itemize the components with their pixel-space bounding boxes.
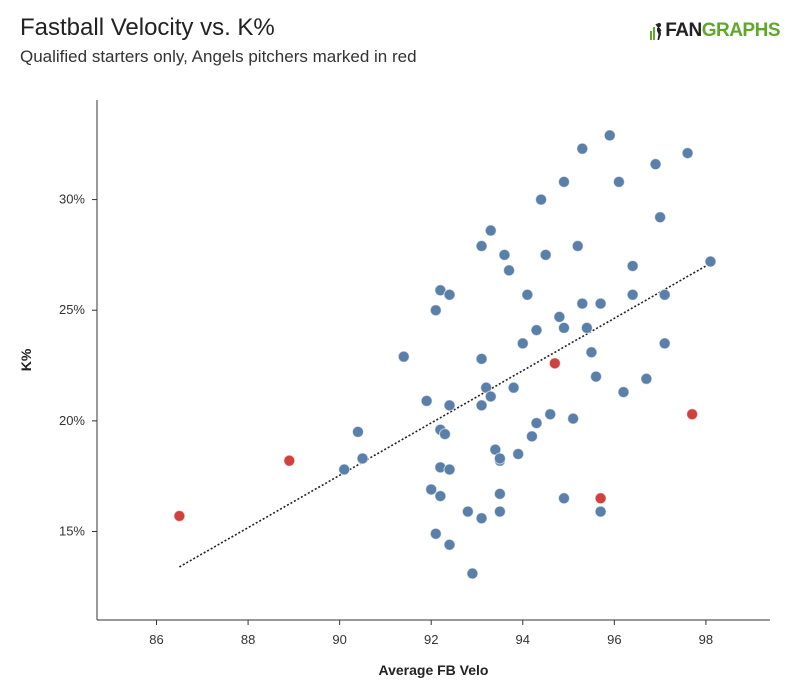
scatter-point (626, 288, 639, 301)
scatter-point (507, 381, 520, 394)
scatter-point (544, 408, 557, 421)
scatter-point (530, 324, 543, 337)
scatter-point (493, 505, 506, 518)
scatter-point (590, 370, 603, 383)
scatter-point (425, 483, 438, 496)
x-tick-label: 96 (607, 632, 621, 647)
y-axis-title: K% (18, 348, 34, 371)
scatter-point (594, 505, 607, 518)
scatter-point (530, 417, 543, 430)
scatter-point (626, 259, 639, 272)
scatter-point (484, 390, 497, 403)
scatter-point (553, 310, 566, 323)
scatter-point (429, 304, 442, 317)
scatter-point (603, 129, 616, 142)
batter-icon (650, 23, 662, 40)
angels-scatter-point (686, 408, 699, 421)
scatter-point (475, 240, 488, 253)
scatter-point (351, 425, 364, 438)
scatter-point (557, 175, 570, 188)
angels-scatter-point (548, 357, 561, 370)
fangraphs-logo: FAN GRAPHS (650, 20, 781, 42)
scatter-point (443, 399, 456, 412)
logo-text-fan: FAN (665, 20, 702, 41)
scatter-point (576, 142, 589, 155)
scatter-point (443, 463, 456, 476)
angels-scatter-point (283, 454, 296, 467)
scatter-point (498, 248, 511, 261)
x-tick-label: 88 (241, 632, 255, 647)
scatter-point (438, 428, 451, 441)
y-tick-label: 30% (59, 192, 85, 207)
x-tick-label: 90 (332, 632, 346, 647)
scatter-point (557, 321, 570, 334)
scatter-point (443, 538, 456, 551)
scatter-point (681, 147, 694, 160)
scatter-point (571, 240, 584, 253)
y-tick-label: 20% (59, 413, 85, 428)
scatter-point (512, 448, 525, 461)
scatter-point (338, 463, 351, 476)
scatter-point (434, 490, 447, 503)
scatter-point (475, 352, 488, 365)
scatter-point (525, 430, 538, 443)
x-tick-label: 98 (699, 632, 713, 647)
scatter-point (484, 224, 497, 237)
scatter-point (493, 487, 506, 500)
scatter-point (585, 346, 598, 359)
scatter-point (658, 337, 671, 350)
logo-text-graphs: GRAPHS (701, 20, 781, 41)
y-tick-label: 15% (59, 523, 85, 538)
scatter-point (466, 567, 479, 580)
x-tick-label: 86 (149, 632, 163, 647)
scatter-point (475, 512, 488, 525)
scatter-point (535, 193, 548, 206)
scatter-point (475, 399, 488, 412)
chart-title: Fastball Velocity vs. K% (20, 14, 275, 41)
scatter-point (539, 248, 552, 261)
scatter-point (503, 264, 516, 277)
scatter-point (654, 211, 667, 224)
scatter-point (580, 321, 593, 334)
scatter-point (356, 452, 369, 465)
scatter-point (594, 297, 607, 310)
scatter-point (557, 492, 570, 505)
x-axis-title: Average FB Velo (379, 662, 489, 678)
scatter-point (521, 288, 534, 301)
y-tick-label: 25% (59, 302, 85, 317)
scatter-point (640, 372, 653, 385)
scatter-point (397, 350, 410, 363)
x-tick-label: 92 (424, 632, 438, 647)
scatter-point (516, 337, 529, 350)
chart-subtitle: Qualified starters only, Angels pitchers… (20, 47, 417, 66)
scatter-point (420, 394, 433, 407)
scatter-point (617, 386, 630, 399)
scatter-point (493, 452, 506, 465)
scatter-point (612, 175, 625, 188)
scatter-point (704, 255, 717, 268)
scatter-point (461, 505, 474, 518)
scatter-point (567, 412, 580, 425)
scatter-point (649, 158, 662, 171)
scatter-point (576, 297, 589, 310)
angels-scatter-point (173, 510, 186, 522)
scatter-point (429, 527, 442, 540)
trendline (179, 265, 707, 568)
scatter-point (443, 288, 456, 301)
scatter-point (658, 288, 671, 301)
x-tick-label: 94 (516, 632, 530, 647)
angels-scatter-point (594, 492, 607, 505)
